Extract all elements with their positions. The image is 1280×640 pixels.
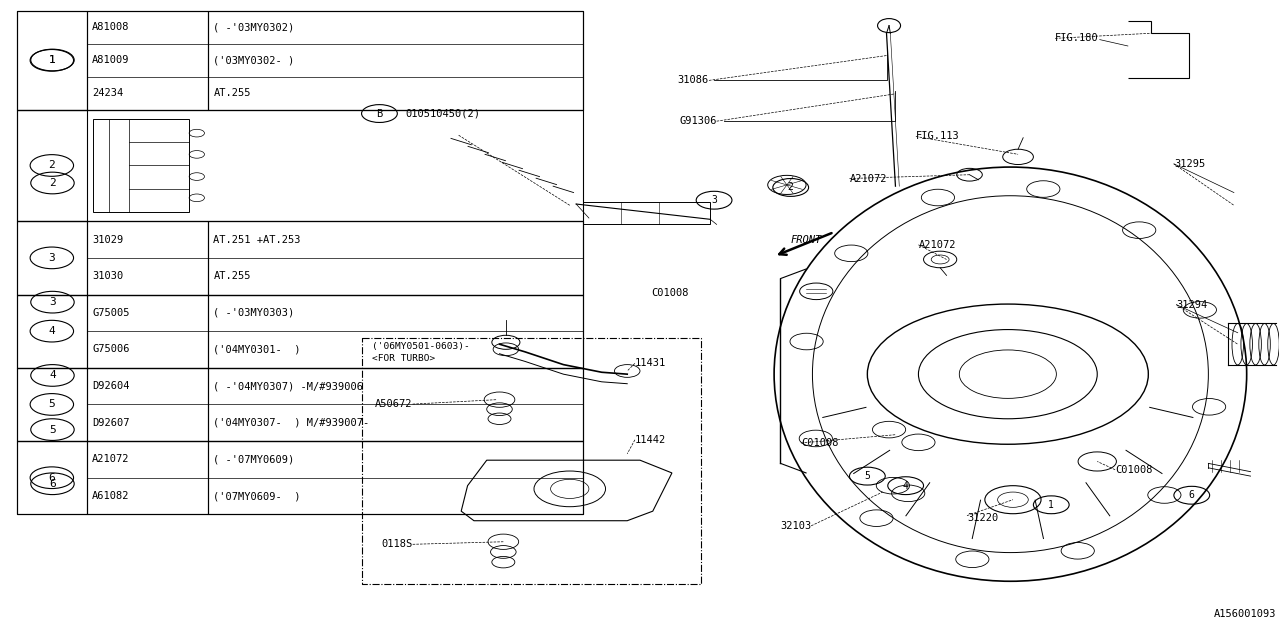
Text: AT.255: AT.255 [214,88,251,99]
Text: 2: 2 [49,178,56,188]
Text: G75005: G75005 [92,308,129,318]
Text: 32103: 32103 [780,521,812,531]
Text: ( -'07MY0609): ( -'07MY0609) [214,454,294,465]
Text: ( -'03MY0303): ( -'03MY0303) [214,308,294,318]
Text: FIG.180: FIG.180 [1055,33,1098,44]
Text: ( -'03MY0302): ( -'03MY0302) [214,22,294,33]
Text: FIG.113: FIG.113 [916,131,960,141]
Text: 4: 4 [902,481,909,491]
Text: 31030: 31030 [92,271,123,281]
Text: A21072: A21072 [919,240,956,250]
Text: C01008: C01008 [652,288,689,298]
Text: ('03MY0302- ): ('03MY0302- ) [214,55,294,65]
Text: 4: 4 [49,371,56,380]
Text: AT.255: AT.255 [214,271,251,281]
Text: ('04MY0301-  ): ('04MY0301- ) [214,344,301,355]
Text: 4: 4 [49,326,55,336]
Text: 5: 5 [864,471,870,481]
Text: <FOR TURBO>: <FOR TURBO> [371,354,435,363]
Text: 5: 5 [49,399,55,410]
Text: 6: 6 [1189,490,1194,500]
Text: C01008: C01008 [801,438,838,448]
Text: G75006: G75006 [92,344,129,355]
Text: 2: 2 [787,182,794,193]
Text: C01008: C01008 [1115,465,1152,475]
Text: 31029: 31029 [92,234,123,244]
Text: 3: 3 [712,195,717,205]
Text: D92607: D92607 [92,418,129,428]
Text: 2: 2 [49,161,55,170]
Text: D92604: D92604 [92,381,129,391]
Text: ('04MY0307-  ) M/#939007-: ('04MY0307- ) M/#939007- [214,418,370,428]
Text: 1: 1 [49,55,55,65]
Text: 0118S: 0118S [381,540,412,549]
Text: 010510450(2): 010510450(2) [404,109,480,118]
Text: B: B [376,109,383,118]
Text: 24234: 24234 [92,88,123,99]
Text: ( -'04MY0307) -M/#939006: ( -'04MY0307) -M/#939006 [214,381,364,391]
Text: ('07MY0609-  ): ('07MY0609- ) [214,491,301,501]
Text: 3: 3 [49,253,55,263]
Text: AT.251 +AT.253: AT.251 +AT.253 [214,234,301,244]
Text: A21072: A21072 [850,173,887,184]
Text: A21072: A21072 [92,454,129,465]
Text: 31220: 31220 [966,513,998,522]
Text: A81009: A81009 [92,55,129,65]
Text: 31294: 31294 [1176,300,1208,310]
Text: 1: 1 [49,55,56,65]
Text: 31295: 31295 [1174,159,1206,169]
Text: 6: 6 [49,473,55,483]
Text: A50672: A50672 [375,399,412,409]
Text: 31086: 31086 [677,76,709,85]
Text: 1: 1 [1048,500,1055,510]
Text: A61082: A61082 [92,491,129,501]
Text: G91306: G91306 [680,116,717,126]
Text: A156001093: A156001093 [1213,609,1276,620]
Text: 6: 6 [49,479,56,489]
Text: A81008: A81008 [92,22,129,33]
Text: ('06MY0501-0603)-: ('06MY0501-0603)- [371,342,470,351]
Text: FRONT: FRONT [791,236,822,245]
Text: 11442: 11442 [635,435,666,445]
Text: 5: 5 [49,424,56,435]
Text: 11431: 11431 [635,358,666,369]
Text: 3: 3 [49,297,56,307]
